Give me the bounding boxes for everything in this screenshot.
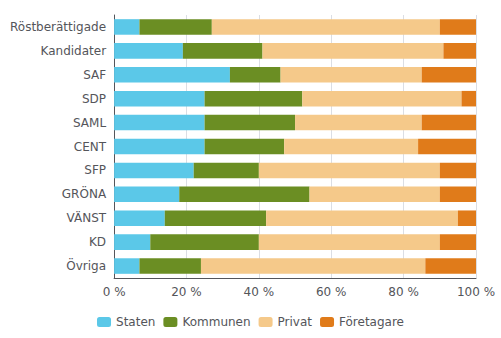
svg-text:40 %: 40 %	[244, 285, 275, 299]
svg-text:SAF: SAF	[83, 68, 106, 82]
svg-text:SFP: SFP	[84, 163, 106, 177]
svg-text:KD: KD	[89, 235, 106, 249]
svg-text:60 %: 60 %	[316, 285, 347, 299]
svg-text:100 %: 100 %	[457, 285, 495, 299]
svg-text:0 %: 0 %	[103, 285, 126, 299]
svg-text:Kommunen: Kommunen	[182, 315, 250, 329]
svg-text:SDP: SDP	[82, 92, 106, 106]
svg-text:20 %: 20 %	[171, 285, 202, 299]
svg-text:Staten: Staten	[116, 315, 155, 329]
svg-text:VÄNST: VÄNST	[67, 210, 107, 225]
svg-text:CENT: CENT	[74, 140, 107, 154]
svg-text:Företagare: Företagare	[339, 315, 404, 329]
svg-text:Privat: Privat	[278, 315, 313, 329]
svg-text:SAML: SAML	[73, 116, 106, 130]
svg-text:Kandidater: Kandidater	[41, 44, 107, 58]
svg-text:GRÖNA: GRÖNA	[62, 185, 107, 201]
svg-text:Röstberättigade: Röstberättigade	[10, 20, 106, 34]
svg-text:Övriga: Övriga	[66, 257, 106, 273]
svg-text:80 %: 80 %	[388, 285, 419, 299]
